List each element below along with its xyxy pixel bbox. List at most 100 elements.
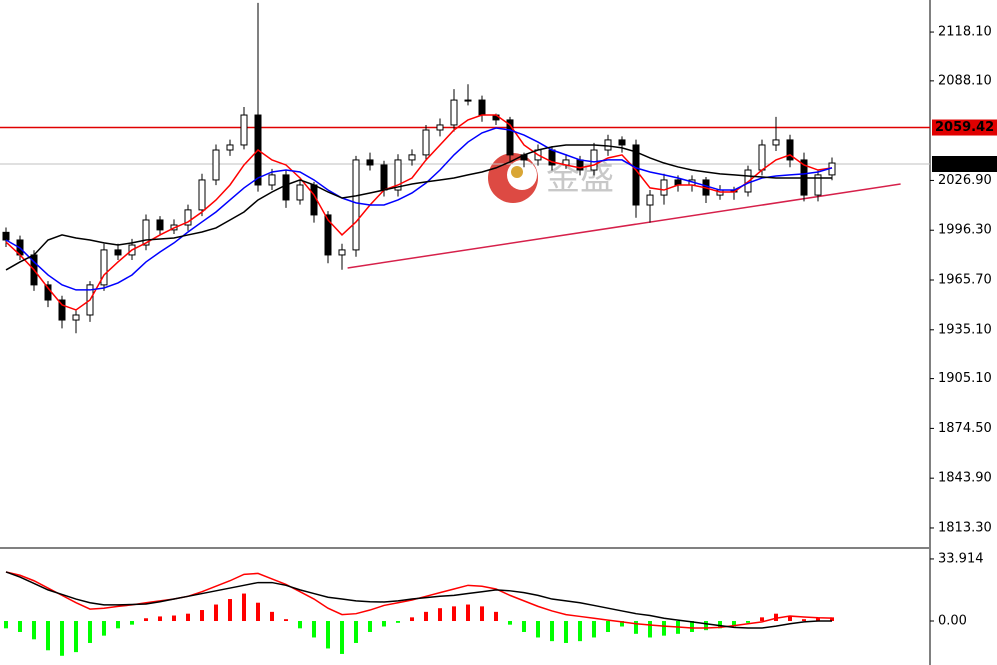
histogram-bar: [480, 606, 484, 622]
candle-body: [324, 214, 332, 256]
y-tick-label: 1996.30: [938, 223, 992, 238]
histogram-bar: [214, 604, 218, 622]
histogram-bar: [410, 617, 414, 622]
moving-average: [5, 144, 832, 271]
candle-body: [100, 249, 108, 286]
histogram-bar: [494, 611, 498, 622]
candle-body: [618, 139, 626, 146]
candle-body: [142, 219, 150, 246]
histogram-bar: [270, 611, 274, 622]
histogram-bar: [228, 599, 232, 622]
candle-body: [464, 99, 472, 102]
histogram-bar: [18, 621, 22, 632]
candle-body: [226, 144, 234, 151]
level-label-box: [932, 156, 997, 173]
histogram-bar: [592, 621, 596, 638]
candle-body: [212, 149, 220, 181]
histogram-bar: [144, 618, 148, 622]
histogram-bar: [396, 621, 400, 623]
histogram-bar: [760, 617, 764, 622]
candle-body: [114, 249, 122, 256]
candle-body: [590, 149, 598, 171]
candle-body: [2, 231, 10, 241]
candle-body: [506, 119, 514, 156]
candle-body: [786, 139, 794, 161]
histogram-bar: [536, 621, 540, 638]
histogram-bar: [186, 613, 190, 622]
candle-body: [772, 139, 780, 146]
histogram-bar: [704, 621, 708, 631]
histogram-bar: [326, 621, 330, 649]
histogram-bar: [788, 615, 792, 622]
histogram-bar: [88, 621, 92, 643]
histogram-bar: [424, 611, 428, 622]
histogram-bar: [746, 621, 750, 623]
candle-body: [450, 99, 458, 126]
candle-body: [58, 299, 66, 321]
histogram-bar: [606, 621, 610, 632]
histogram-bar: [620, 621, 624, 627]
histogram-bar: [130, 621, 134, 625]
candle-body: [408, 154, 416, 161]
histogram-bar: [662, 621, 666, 636]
candle-body: [282, 174, 290, 201]
histogram-bar: [60, 621, 64, 656]
histogram-bar: [74, 621, 78, 653]
y-tick-label: 1935.10: [938, 322, 992, 337]
candle-body: [478, 99, 486, 116]
y-tick-label: 2118.10: [938, 25, 992, 40]
y-tick-label: 0.00: [938, 614, 967, 629]
candle-body: [296, 184, 304, 201]
candle-body: [814, 174, 822, 196]
candle-body: [646, 194, 654, 206]
macd-line: [5, 571, 832, 629]
histogram-bar: [4, 621, 8, 629]
histogram-bar: [648, 621, 652, 638]
candle-body: [436, 124, 444, 131]
histogram-bar: [802, 619, 806, 622]
moving-average: [5, 127, 833, 291]
histogram-bar: [368, 621, 372, 632]
histogram-bar: [102, 621, 106, 636]
histogram-bar: [312, 621, 316, 638]
histogram-bar: [46, 621, 50, 651]
histogram-bar: [564, 621, 568, 643]
histogram-bar: [256, 602, 260, 622]
level-label: 2059.42: [935, 120, 994, 135]
histogram-bar: [452, 606, 456, 622]
y-tick-label: 2026.90: [938, 173, 992, 188]
y-tick-label: 33.914: [938, 551, 984, 566]
histogram-bar: [578, 621, 582, 642]
candle-body: [604, 139, 612, 151]
y-tick-label: 1874.50: [938, 421, 992, 436]
candle-body: [268, 174, 276, 186]
histogram-bar: [382, 621, 386, 627]
y-tick-label: 1965.70: [938, 273, 992, 288]
candle-body: [184, 209, 192, 226]
histogram-bar: [32, 621, 36, 640]
logo-dot: [511, 166, 523, 178]
candle-body: [338, 249, 346, 256]
y-tick-label: 2088.10: [938, 73, 992, 88]
trendline: [347, 183, 901, 269]
candle-body: [632, 144, 640, 206]
histogram-bar: [816, 617, 820, 622]
candle-body: [660, 179, 668, 196]
candle-body: [366, 159, 374, 166]
histogram-bar: [522, 621, 526, 632]
candle-body: [352, 159, 360, 251]
candle-body: [674, 179, 682, 186]
level-label-box: [932, 119, 997, 136]
candle-body: [72, 314, 80, 321]
histogram-bar: [550, 621, 554, 642]
y-tick-label: 1813.30: [938, 520, 992, 535]
candle-body: [758, 144, 766, 171]
histogram-bar: [354, 621, 358, 643]
histogram-bar: [158, 616, 162, 622]
histogram-bar: [340, 621, 344, 654]
candle-body: [156, 219, 164, 231]
histogram-bar: [200, 610, 204, 622]
histogram-bar: [298, 621, 302, 629]
